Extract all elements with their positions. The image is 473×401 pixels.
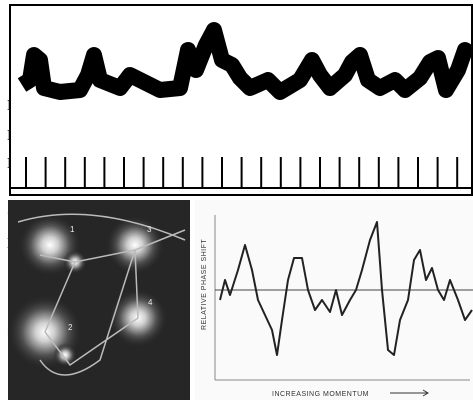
photo-label: 3 [147,225,152,234]
figure: 1 2 3 4 RELATIVE PHASE SHIFT INCREASING … [0,0,473,400]
photo-label: 1 [70,225,75,234]
x-axis-label: INCREASING MOMENTUM [272,391,369,398]
photo-label: 4 [148,298,153,307]
page: {"left_text": {"fragments": ["s", "t", "… [0,0,473,400]
y-axis-label: RELATIVE PHASE SHIFT [201,239,208,330]
photo-label: 2 [68,323,73,332]
